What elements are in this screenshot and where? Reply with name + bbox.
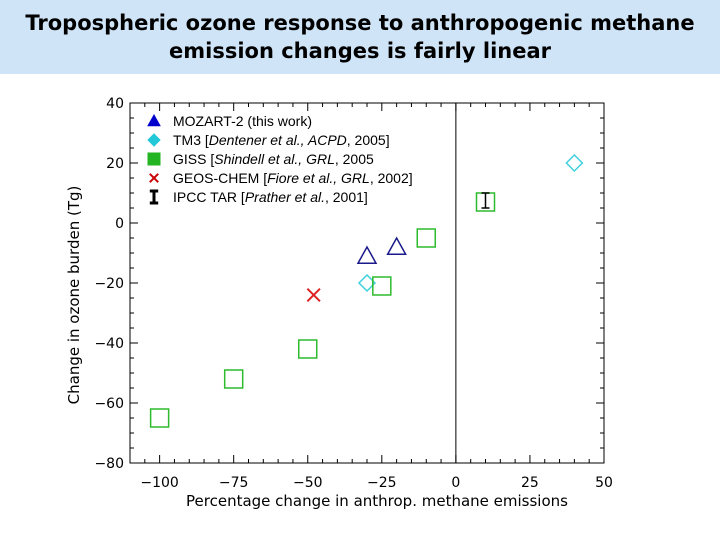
legend-marker-x [149, 173, 159, 183]
data-point-diamond [565, 153, 584, 173]
title-bar: Tropospheric ozone response to anthropog… [0, 0, 720, 74]
data-point-triangle-shape [356, 245, 378, 264]
data-point-square-shape [149, 408, 170, 428]
legend-marker-errorbar [149, 189, 159, 205]
y-tick-label: −80 [94, 456, 124, 472]
x-axis-label: Percentage change in anthrop. methane em… [186, 492, 568, 510]
data-point-square-shape [416, 228, 436, 248]
x-tick-label: 25 [521, 475, 539, 491]
legend-entry-label: TM3 [Dentener et al., ACPD, 2005] [173, 132, 390, 148]
y-axis-label: Change in ozone burden (Tg) [65, 186, 83, 405]
legend-entry-label: GISS [Shindell et al., GRL, 2005 [173, 151, 374, 167]
legend-entry-label: GEOS-CHEM [Fiore et al., GRL, 2002] [173, 170, 413, 186]
chart-title-line-2: emission changes is fairly linear [169, 39, 551, 63]
legend-marker-triangle [147, 113, 161, 127]
data-point-square [416, 228, 436, 248]
legend-entry-label: IPCC TAR [Prather et al., 2001] [173, 189, 368, 205]
legend-marker-square-shape [147, 152, 161, 166]
data-point-triangle [356, 245, 378, 264]
x-tick-label: 50 [595, 475, 613, 491]
x-tick-label: −25 [367, 475, 397, 491]
x-tick-label: 0 [451, 475, 460, 491]
data-point-square-shape [223, 369, 244, 389]
data-point-square [223, 369, 244, 389]
y-tick-label: −60 [94, 396, 124, 412]
data-marks [149, 153, 584, 428]
data-point-square [149, 408, 170, 428]
legend-marker-square [147, 152, 161, 166]
data-point-errorbar [481, 192, 490, 209]
data-point-triangle [386, 236, 407, 255]
y-tick-label: 20 [106, 156, 124, 172]
legend-marker-triangle-shape [147, 113, 161, 127]
data-point-x [306, 287, 321, 303]
data-point-square [298, 339, 318, 359]
data-point-x-stroke [306, 287, 321, 303]
x-tick-label: −50 [293, 475, 323, 491]
x-tick-label: −75 [219, 475, 249, 491]
y-tick-label: 0 [115, 216, 124, 232]
data-point-square-shape [372, 276, 392, 296]
axes: −100 −75 −50 −25 0 25 50 40 20 0 −20 −40 −60 −80 [94, 96, 612, 491]
data-point-square-shape [298, 339, 318, 359]
legend-marker-diamond [147, 133, 161, 147]
x-tick-label: −100 [140, 475, 178, 491]
y-tick-label: −20 [94, 276, 124, 292]
legend-entry-label: MOZART-2 (this work) [173, 113, 312, 129]
data-point-diamond-shape [565, 153, 584, 173]
y-tick-label: −40 [94, 336, 124, 352]
chart-title-line-1: Tropospheric ozone response to anthropog… [25, 11, 695, 35]
legend: MOZART-2 (this work) TM3 [Dentener et al.… [147, 113, 413, 205]
legend-marker-diamond-shape [147, 133, 161, 147]
y-tick-label: 40 [106, 96, 124, 112]
data-point-square [372, 276, 392, 296]
legend-marker-x-stroke [149, 173, 159, 183]
data-point-triangle-shape [386, 236, 407, 255]
